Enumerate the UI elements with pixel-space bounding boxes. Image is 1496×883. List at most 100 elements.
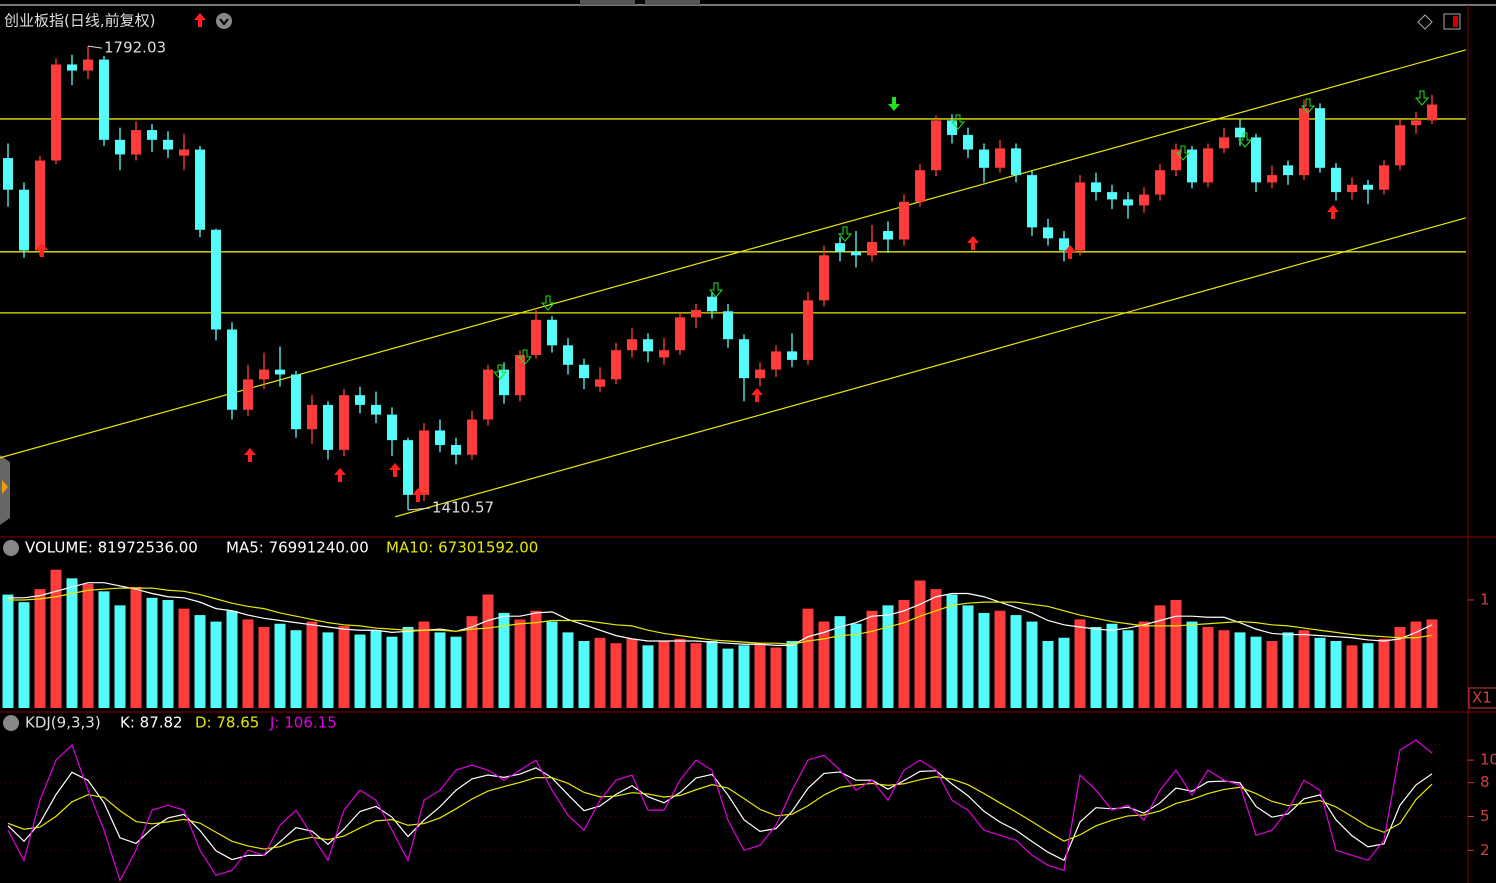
volume-bar bbox=[1298, 630, 1310, 708]
candle-body bbox=[467, 419, 477, 455]
volume-bar bbox=[210, 621, 222, 708]
candle-body bbox=[1219, 137, 1229, 149]
volume-bar bbox=[1010, 615, 1022, 708]
volume-bar bbox=[1346, 645, 1358, 708]
candle-body bbox=[995, 148, 1005, 168]
candle-body bbox=[579, 364, 589, 379]
candle-body bbox=[451, 445, 461, 455]
candle-body bbox=[227, 329, 237, 410]
volume-bar bbox=[914, 580, 926, 708]
candle-body bbox=[1139, 194, 1149, 206]
legend-entry: MA5: 76991240.00 bbox=[226, 539, 369, 557]
candle-body bbox=[963, 134, 973, 150]
candle-body bbox=[1379, 165, 1389, 190]
candle-body bbox=[531, 319, 541, 356]
candle-body bbox=[755, 369, 765, 379]
volume-bar bbox=[898, 599, 910, 708]
candle-body bbox=[707, 296, 717, 312]
volume-bar bbox=[34, 589, 46, 708]
candle-body bbox=[1075, 182, 1085, 251]
candle-body bbox=[435, 430, 445, 446]
volume-bar bbox=[1378, 638, 1390, 708]
candle-body bbox=[1267, 175, 1277, 183]
title-menu-chevron bbox=[219, 18, 229, 26]
volume-bar bbox=[962, 605, 974, 708]
window-icon[interactable] bbox=[1443, 13, 1461, 30]
candle-body bbox=[1123, 199, 1133, 206]
candle-body bbox=[83, 59, 93, 71]
candle-body bbox=[739, 339, 749, 379]
volume-bar bbox=[754, 643, 766, 708]
title-menu-icon[interactable] bbox=[216, 13, 232, 29]
volume-bar bbox=[1282, 632, 1294, 708]
indicator-title: KDJ(9,3,3) bbox=[25, 714, 101, 732]
candle-body bbox=[115, 139, 125, 155]
candle-body bbox=[499, 369, 509, 396]
volume-bar bbox=[50, 569, 62, 708]
volume-bar bbox=[978, 612, 990, 708]
candle-body bbox=[627, 339, 637, 351]
kdj-line bbox=[7, 767, 1433, 862]
volume-bar bbox=[722, 648, 734, 708]
volume-bar bbox=[1394, 626, 1406, 708]
volume-bar bbox=[1154, 605, 1166, 708]
candle-body bbox=[1171, 149, 1181, 171]
volume-bar bbox=[1122, 630, 1134, 708]
volume-bar bbox=[658, 641, 670, 708]
candle-body bbox=[67, 64, 77, 71]
candle-body bbox=[1235, 127, 1245, 138]
candle-body bbox=[915, 170, 925, 202]
high-label: 1792.03 bbox=[104, 39, 166, 57]
candle-body bbox=[1347, 184, 1357, 193]
volume-bar bbox=[626, 638, 638, 708]
volume-bar bbox=[546, 621, 558, 708]
candle-body bbox=[243, 379, 253, 410]
candle-body bbox=[339, 395, 349, 450]
volume-bar bbox=[802, 608, 814, 708]
volume-bar bbox=[2, 594, 14, 708]
y-tick-label: 2 bbox=[1480, 841, 1490, 859]
candle-body bbox=[819, 255, 829, 301]
y-tick-label: 8 bbox=[1480, 773, 1490, 791]
candle-body bbox=[323, 404, 333, 450]
volume-bar bbox=[706, 641, 718, 708]
legend-entry: K: 87.82 bbox=[120, 714, 183, 732]
volume-bar bbox=[850, 623, 862, 708]
candle-body bbox=[1315, 108, 1325, 168]
high-pointer bbox=[87, 45, 103, 49]
y-tick-label: 1 bbox=[1480, 590, 1490, 608]
candle-body bbox=[803, 300, 813, 360]
trend-line bbox=[395, 217, 1466, 518]
volume-bar bbox=[498, 612, 510, 708]
volume-bar bbox=[66, 578, 78, 708]
candle-body bbox=[1411, 120, 1421, 126]
legend-entry: D: 78.65 bbox=[195, 714, 259, 732]
volume-bar bbox=[1234, 632, 1246, 708]
low-label: 1410.57 bbox=[432, 498, 494, 516]
panel-menu-icon[interactable] bbox=[3, 540, 19, 556]
candle-body bbox=[563, 345, 573, 365]
candle-body bbox=[1059, 238, 1069, 251]
volume-bar bbox=[130, 587, 142, 708]
volume-bar bbox=[258, 626, 270, 708]
volume-ma-line bbox=[8, 582, 1433, 646]
candle-body bbox=[723, 311, 733, 340]
candle-body bbox=[979, 149, 989, 168]
volume-bar bbox=[930, 589, 942, 708]
volume-bar bbox=[162, 599, 174, 708]
panel-menu-icon[interactable] bbox=[3, 715, 19, 731]
volume-bar bbox=[1314, 637, 1326, 708]
legend-entry: VOLUME: 81972536.00 bbox=[25, 539, 198, 557]
candle-body bbox=[947, 120, 957, 135]
candle-body bbox=[259, 369, 269, 380]
volume-bar bbox=[274, 623, 286, 708]
unit-label: X1 bbox=[1472, 689, 1492, 707]
window-icon[interactable] bbox=[1417, 14, 1433, 30]
candle-body bbox=[1331, 167, 1341, 193]
candle-body bbox=[291, 374, 301, 430]
volume-bar bbox=[946, 594, 958, 708]
candle-body bbox=[195, 149, 205, 230]
volume-bar bbox=[1218, 630, 1230, 708]
